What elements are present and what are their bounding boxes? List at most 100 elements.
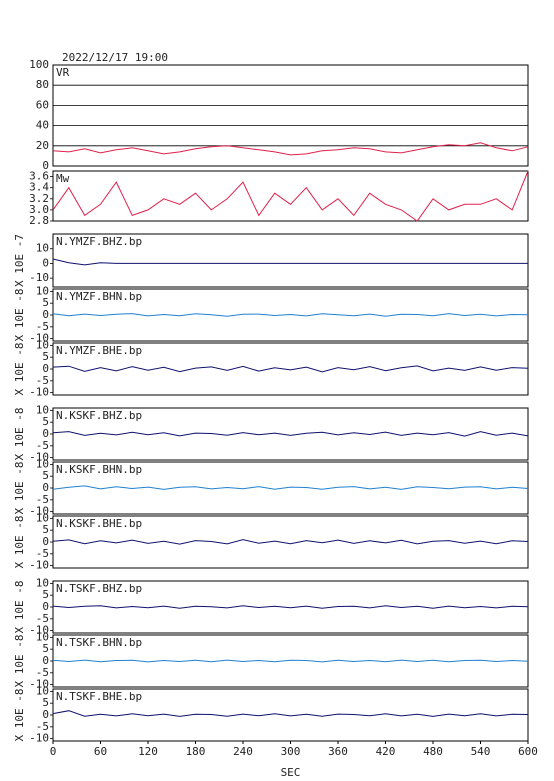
y-axis-label: X 10E -8: [13, 343, 26, 396]
y-tick-label: 5: [42, 296, 49, 309]
y-tick-label: 3.6: [29, 170, 49, 183]
y-tick-label: 0: [42, 654, 49, 667]
series-label: N.TSKF.BHE.bp: [56, 690, 142, 703]
x-tick-label: 180: [186, 745, 206, 758]
series-label: N.YMZF.BHE.bp: [56, 344, 142, 357]
y-tick-label: -5: [36, 493, 49, 506]
series-line: [52, 258, 528, 266]
panel-frame: [52, 233, 529, 288]
series-label: Mw: [56, 172, 70, 185]
x-tick-label: 240: [233, 745, 253, 758]
y-tick-label: -10: [29, 386, 49, 399]
y-axis-label: X 10E -8: [13, 581, 26, 634]
y-tick-label: 0: [42, 362, 49, 375]
y-tick-label: 80: [36, 78, 49, 91]
y-tick-label: -10: [29, 271, 49, 284]
y-tick-label: -10: [29, 451, 49, 464]
y-tick-label: 5: [42, 696, 49, 709]
x-tick-label: 300: [281, 745, 301, 758]
chart-title: 2022/12/17 19:00: [62, 51, 168, 64]
y-tick-label: 10: [36, 511, 49, 524]
series-line: [52, 142, 529, 156]
y-tick-label: 3.4: [29, 181, 49, 194]
y-tick-label: -10: [29, 678, 49, 691]
series-line: [52, 485, 529, 490]
y-tick-label: 0: [42, 256, 49, 269]
y-tick-label: 5: [42, 523, 49, 536]
y-tick-label: -10: [29, 505, 49, 518]
y-tick-label: 5: [42, 469, 49, 482]
x-tick-label: 420: [376, 745, 396, 758]
series-label: N.YMZF.BHN.bp: [56, 290, 142, 303]
y-tick-label: 10: [36, 630, 49, 643]
y-tick-label: 0: [42, 535, 49, 548]
series-line: [52, 539, 529, 545]
y-tick-label: 2.8: [29, 214, 49, 227]
y-axis-label: X 10E -8: [13, 635, 26, 688]
y-tick-label: 0: [42, 481, 49, 494]
y-tick-label: 0: [42, 600, 49, 613]
x-tick-label: 60: [94, 745, 107, 758]
series-label: N.KSKF.BHZ.bp: [56, 409, 142, 422]
x-tick-label: 480: [423, 745, 443, 758]
x-tick-label: 120: [138, 745, 158, 758]
series-line: [52, 431, 529, 437]
series-line: [52, 170, 529, 222]
y-tick-label: 0: [42, 427, 49, 440]
y-tick-label: 10: [36, 403, 49, 416]
y-tick-label: -10: [29, 624, 49, 637]
y-tick-label: -5: [36, 439, 49, 452]
y-tick-label: 10: [36, 576, 49, 589]
series-label: N.YMZF.BHZ.bp: [56, 235, 142, 248]
y-tick-label: -10: [29, 332, 49, 345]
y-tick-label: 100: [29, 58, 49, 71]
y-tick-label: 5: [42, 415, 49, 428]
y-tick-label: 0: [42, 159, 49, 172]
series-label: N.TSKF.BHN.bp: [56, 636, 142, 649]
y-tick-label: 60: [36, 98, 49, 111]
series-line: [52, 365, 529, 373]
y-axis-label: X 10E -8: [13, 408, 26, 461]
y-tick-label: -5: [36, 666, 49, 679]
y-axis-label: X 10E -8: [13, 689, 26, 742]
y-axis-label: X 10E -8: [13, 516, 26, 569]
y-tick-label: 5: [42, 350, 49, 363]
x-tick-label: 600: [518, 745, 538, 758]
series-line: [52, 313, 529, 317]
y-tick-label: -5: [36, 547, 49, 560]
series-line: [52, 659, 529, 663]
y-tick-label: 3.2: [29, 192, 49, 205]
y-tick-label: 10: [36, 684, 49, 697]
y-tick-label: 10: [36, 284, 49, 297]
y-axis-label: X 10E -8: [13, 289, 26, 342]
y-tick-label: 10: [36, 457, 49, 470]
y-tick-label: 5: [42, 642, 49, 655]
series-label: N.TSKF.BHZ.bp: [56, 582, 142, 595]
y-tick-label: 3.0: [29, 203, 49, 216]
x-axis-label: SEC: [281, 766, 301, 779]
series-label: N.KSKF.BHE.bp: [56, 517, 142, 530]
y-tick-label: -5: [36, 612, 49, 625]
panel-frame: [52, 170, 529, 222]
y-axis-label: X 10E -7: [13, 234, 26, 287]
series-label: N.KSKF.BHN.bp: [56, 463, 142, 476]
panel-frame: [52, 64, 529, 167]
y-tick-label: -5: [36, 320, 49, 333]
y-tick-label: 40: [36, 119, 49, 132]
y-tick-label: 0: [42, 708, 49, 721]
y-tick-label: 10: [36, 338, 49, 351]
y-tick-label: 10: [36, 242, 49, 255]
y-tick-label: -10: [29, 732, 49, 745]
series-line: [52, 605, 529, 609]
x-tick-label: 360: [328, 745, 348, 758]
y-tick-label: -5: [36, 720, 49, 733]
series-label: VR: [56, 66, 70, 79]
x-tick-label: 0: [50, 745, 57, 758]
y-tick-label: 0: [42, 308, 49, 321]
y-tick-label: -5: [36, 374, 49, 387]
y-tick-label: 5: [42, 588, 49, 601]
series-line: [52, 710, 529, 717]
y-tick-label: -10: [29, 559, 49, 572]
y-axis-label: X 10E -8: [13, 462, 26, 515]
